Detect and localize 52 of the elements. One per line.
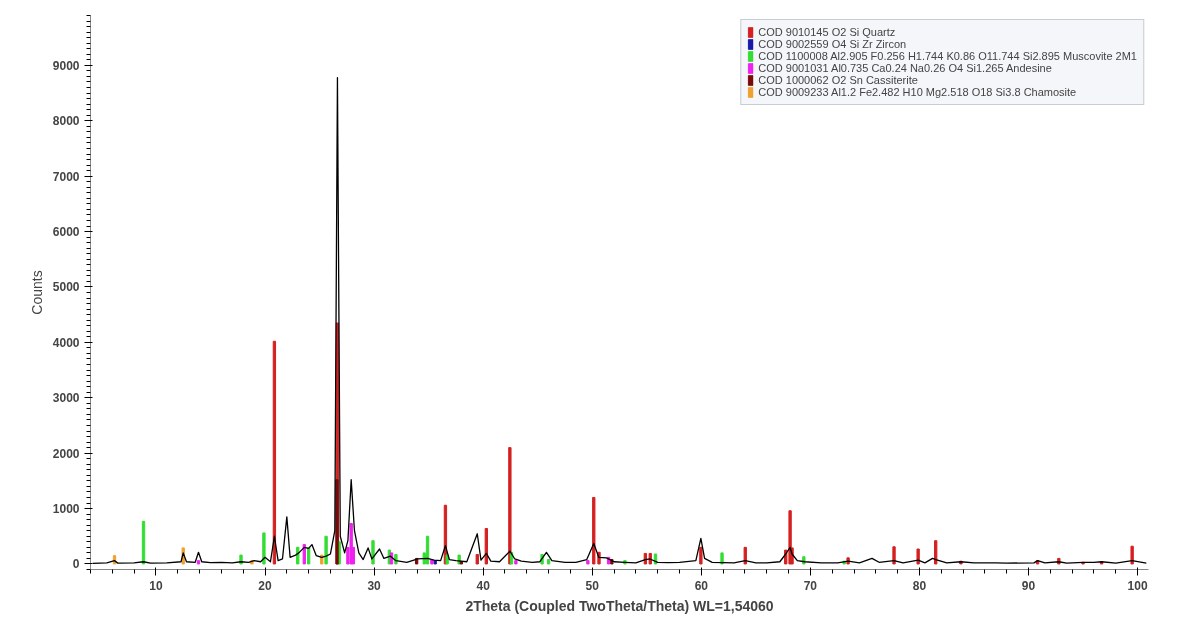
bar (324, 535, 328, 565)
bar (788, 510, 792, 565)
x-tick-label: 90 (1021, 578, 1036, 593)
bar (546, 559, 551, 565)
x-axis-title: 2Theta (Coupled TwoTheta/Theta) WL=1,54060 (465, 597, 774, 614)
bar (302, 544, 306, 565)
bar (475, 554, 479, 565)
bar (1099, 561, 1104, 565)
bar (720, 552, 724, 565)
legend-label: COD 9001031 Al0.735 Ca0.24 Na0.26 O4 Si1.265 Andesine (758, 62, 1052, 74)
bar (508, 447, 512, 565)
bar (514, 560, 518, 565)
y-tick-label: 3000 (52, 391, 80, 406)
x-tick-label: 20 (258, 578, 273, 593)
x-tick-label: 80 (912, 578, 927, 593)
legend-label: COD 9002559 O4 Si Zr Zircon (758, 38, 907, 50)
y-tick-label: 7000 (52, 169, 80, 184)
x-tick-label: 30 (367, 578, 382, 593)
y-tick-label: 1000 (52, 502, 80, 517)
bar (743, 546, 747, 565)
bar (335, 479, 339, 565)
y-tick-label: 6000 (52, 225, 80, 240)
y-tick-label: 8000 (52, 114, 80, 129)
bar (349, 523, 353, 565)
legend-label: COD 1000062 O2 Sn Cassiterite (758, 74, 918, 86)
y-axis-title: Counts (28, 270, 45, 315)
bar (934, 540, 938, 565)
y-tick-label: 5000 (52, 280, 80, 295)
x-tick-label: 40 (476, 578, 491, 593)
x-tick-label: 70 (803, 578, 818, 593)
x-tick-label: 50 (585, 578, 600, 593)
bar (196, 560, 201, 565)
y-tick-label: 4000 (52, 335, 80, 350)
bar (699, 546, 703, 565)
bar (916, 548, 920, 565)
legend-label: COD 9010145 O2 Si Quartz (758, 26, 896, 38)
bar (262, 532, 266, 565)
legend-label: COD 9009233 Al1.2 Fe2.482 H10 Mg2.518 O18 Si3.8 Chamosite (758, 86, 1077, 98)
x-tick-label: 10 (149, 578, 163, 593)
bar (459, 561, 464, 565)
bar (892, 546, 896, 565)
legend-label: COD 1100008 Al2.905 F0.256 H1.744 K0.86 O11.744 Si2.895 Muscovite 2M1 (758, 50, 1137, 62)
bar (445, 554, 449, 565)
x-tick-label: 60 (694, 578, 709, 593)
x-tick-label: 100 (1127, 578, 1148, 593)
bar (1130, 545, 1134, 565)
y-tick-label: 2000 (52, 446, 80, 461)
bar (371, 540, 375, 565)
bar (296, 546, 300, 565)
y-tick-label: 9000 (52, 58, 80, 73)
bar (586, 560, 590, 565)
y-tick-label: 0 (72, 557, 80, 572)
